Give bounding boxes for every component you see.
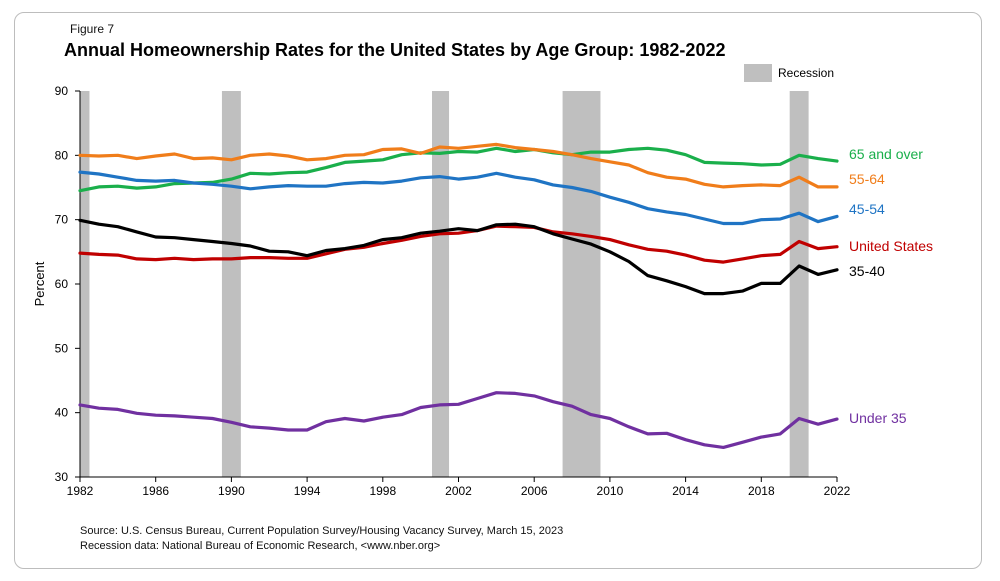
x-tick-label: 2014 [672, 484, 699, 498]
x-tick-label: 2022 [824, 484, 851, 498]
series-label: United States [849, 238, 933, 254]
source-line: Recession data: National Bureau of Econo… [80, 540, 441, 552]
y-tick-label: 50 [55, 341, 69, 355]
series-label: 45-54 [849, 201, 885, 217]
recession-legend-swatch [744, 64, 772, 82]
x-tick-label: 2010 [597, 484, 624, 498]
recession-band [432, 91, 450, 477]
recession-band [562, 91, 601, 477]
series-line [78, 224, 839, 264]
x-tick-label: 1990 [218, 484, 245, 498]
y-tick-label: 70 [55, 213, 69, 227]
recession-band [221, 91, 241, 477]
x-tick-label: 2018 [748, 484, 775, 498]
figure-frame [14, 12, 982, 569]
x-tick-label: 1998 [369, 484, 396, 498]
series-line [78, 142, 839, 189]
y-tick-label: 80 [55, 148, 69, 162]
recession-band [80, 91, 90, 477]
source-line: Source: U.S. Census Bureau, Current Popu… [80, 525, 564, 537]
series-label: Under 35 [849, 410, 907, 426]
y-tick-label: 30 [55, 470, 69, 484]
y-tick-label: 60 [55, 277, 69, 291]
series-label: 65 and over [849, 146, 923, 162]
series-line [78, 391, 839, 449]
chart-title: Annual Homeownership Rates for the Unite… [64, 40, 726, 60]
series-line [78, 218, 839, 296]
source-note: Source: U.S. Census Bureau, Current Popu… [80, 524, 563, 554]
y-tick-label: 40 [55, 406, 69, 420]
x-tick-label: 1982 [67, 484, 94, 498]
x-tick-label: 2002 [445, 484, 472, 498]
figure-label: Figure 7 [70, 22, 115, 36]
series-label: 35-40 [849, 263, 885, 279]
y-tick-label: 90 [55, 84, 69, 98]
x-tick-label: 2006 [521, 484, 548, 498]
x-tick-label: 1994 [294, 484, 321, 498]
y-axis-label: Percent [32, 261, 47, 306]
series-line [78, 170, 839, 226]
recession-band [789, 91, 809, 477]
recession-legend-label: Recession [778, 66, 834, 80]
x-tick-label: 1986 [142, 484, 169, 498]
series-label: 55-64 [849, 171, 885, 187]
